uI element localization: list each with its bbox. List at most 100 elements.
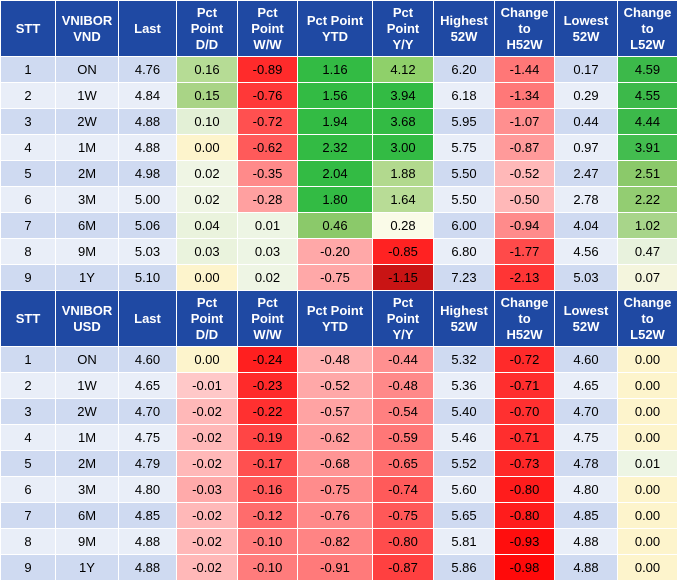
cell-change-l52w: 0.07 bbox=[617, 264, 678, 291]
cell-change-l52w: 4.44 bbox=[617, 108, 678, 135]
cell-tenor: 1Y bbox=[55, 554, 119, 581]
cell-pct-ytd: -0.57 bbox=[297, 398, 373, 425]
cell-pct-ww: -0.35 bbox=[237, 160, 298, 187]
cell-stt: 3 bbox=[0, 398, 56, 425]
header-change-l52w: Change to L52W bbox=[617, 0, 678, 57]
cell-stt: 8 bbox=[0, 238, 56, 265]
cell-pct-ww: -0.28 bbox=[237, 186, 298, 213]
cell-tenor: 3M bbox=[55, 476, 119, 503]
header-change-h52w: Change to H52W bbox=[494, 290, 555, 347]
cell-tenor: 6M bbox=[55, 212, 119, 239]
cell-pct-ww: -0.22 bbox=[237, 398, 298, 425]
cell-lowest-52w: 4.80 bbox=[554, 476, 618, 503]
cell-highest-52w: 6.18 bbox=[433, 82, 495, 109]
cell-change-l52w: 0.00 bbox=[617, 346, 678, 373]
table-row: 3 2W 4.88 0.10 -0.72 1.94 3.68 5.95 -1.07 0.44 4.4… bbox=[0, 108, 678, 135]
cell-tenor: 1M bbox=[55, 424, 119, 451]
cell-change-h52w: -0.80 bbox=[494, 502, 555, 529]
cell-pct-dd: -0.02 bbox=[176, 450, 238, 477]
table-row: 8 9M 5.03 0.03 0.03 -0.20 -0.85 6.80 -1.77 4.56 0.… bbox=[0, 238, 678, 265]
cell-pct-dd: -0.02 bbox=[176, 398, 238, 425]
header-stt: STT bbox=[0, 290, 56, 347]
vnd-header: STT VNIBOR VND Last Pct Point D/D Pct Point W/W Pc… bbox=[0, 0, 678, 57]
cell-lowest-52w: 0.29 bbox=[554, 82, 618, 109]
cell-pct-dd: 0.00 bbox=[176, 346, 238, 373]
header-pct-ww: Pct Point W/W bbox=[237, 0, 298, 57]
cell-pct-yy: 0.28 bbox=[372, 212, 434, 239]
cell-highest-52w: 5.40 bbox=[433, 398, 495, 425]
cell-lowest-52w: 4.78 bbox=[554, 450, 618, 477]
cell-tenor: ON bbox=[55, 346, 119, 373]
cell-lowest-52w: 5.03 bbox=[554, 264, 618, 291]
cell-pct-yy: -0.54 bbox=[372, 398, 434, 425]
table-row: 3 2W 4.70 -0.02 -0.22 -0.57 -0.54 5.40 -0.70 4.70… bbox=[0, 398, 678, 425]
cell-last: 4.60 bbox=[118, 346, 177, 373]
cell-stt: 8 bbox=[0, 528, 56, 555]
cell-pct-ytd: -0.68 bbox=[297, 450, 373, 477]
cell-pct-ww: 0.03 bbox=[237, 238, 298, 265]
cell-lowest-52w: 0.17 bbox=[554, 56, 618, 83]
cell-highest-52w: 5.36 bbox=[433, 372, 495, 399]
header-tenor: VNIBOR USD bbox=[55, 290, 119, 347]
cell-tenor: 1W bbox=[55, 372, 119, 399]
cell-highest-52w: 5.65 bbox=[433, 502, 495, 529]
cell-change-h52w: -0.72 bbox=[494, 346, 555, 373]
cell-change-h52w: -0.50 bbox=[494, 186, 555, 213]
cell-last: 4.88 bbox=[118, 134, 177, 161]
cell-last: 4.88 bbox=[118, 554, 177, 581]
cell-change-h52w: -0.93 bbox=[494, 528, 555, 555]
cell-last: 4.70 bbox=[118, 398, 177, 425]
cell-stt: 9 bbox=[0, 554, 56, 581]
cell-pct-yy: 1.88 bbox=[372, 160, 434, 187]
header-pct-ytd: Pct Point YTD bbox=[297, 290, 373, 347]
cell-change-l52w: 0.00 bbox=[617, 398, 678, 425]
cell-pct-yy: -0.80 bbox=[372, 528, 434, 555]
cell-tenor: ON bbox=[55, 56, 119, 83]
cell-change-l52w: 4.55 bbox=[617, 82, 678, 109]
cell-stt: 7 bbox=[0, 212, 56, 239]
cell-lowest-52w: 4.88 bbox=[554, 528, 618, 555]
cell-pct-yy: -0.87 bbox=[372, 554, 434, 581]
cell-change-h52w: -0.71 bbox=[494, 372, 555, 399]
cell-pct-ytd: -0.91 bbox=[297, 554, 373, 581]
cell-pct-dd: 0.16 bbox=[176, 56, 238, 83]
cell-tenor: 3M bbox=[55, 186, 119, 213]
cell-change-h52w: -2.13 bbox=[494, 264, 555, 291]
cell-pct-ww: -0.62 bbox=[237, 134, 298, 161]
table-row: 7 6M 4.85 -0.02 -0.12 -0.76 -0.75 5.65 -0.80 4.85… bbox=[0, 502, 678, 529]
cell-change-h52w: -1.07 bbox=[494, 108, 555, 135]
cell-change-l52w: 4.59 bbox=[617, 56, 678, 83]
header-stt: STT bbox=[0, 0, 56, 57]
cell-pct-ytd: 0.46 bbox=[297, 212, 373, 239]
cell-pct-ytd: -0.75 bbox=[297, 264, 373, 291]
header-tenor: VNIBOR VND bbox=[55, 0, 119, 57]
cell-highest-52w: 5.46 bbox=[433, 424, 495, 451]
table-row: 1 ON 4.60 0.00 -0.24 -0.48 -0.44 5.32 -0.72 4.60 0… bbox=[0, 346, 678, 373]
cell-pct-ytd: 1.94 bbox=[297, 108, 373, 135]
header-pct-yy: Pct Point Y/Y bbox=[372, 290, 434, 347]
cell-pct-ww: 0.01 bbox=[237, 212, 298, 239]
cell-change-h52w: -0.80 bbox=[494, 476, 555, 503]
cell-tenor: 2M bbox=[55, 450, 119, 477]
cell-tenor: 1Y bbox=[55, 264, 119, 291]
header-change-l52w: Change to L52W bbox=[617, 290, 678, 347]
cell-change-l52w: 1.02 bbox=[617, 212, 678, 239]
cell-last: 4.84 bbox=[118, 82, 177, 109]
cell-last: 5.03 bbox=[118, 238, 177, 265]
cell-lowest-52w: 0.44 bbox=[554, 108, 618, 135]
cell-pct-yy: 3.00 bbox=[372, 134, 434, 161]
cell-pct-ytd: -0.20 bbox=[297, 238, 373, 265]
cell-pct-dd: 0.03 bbox=[176, 238, 238, 265]
cell-pct-yy: -1.15 bbox=[372, 264, 434, 291]
cell-highest-52w: 5.86 bbox=[433, 554, 495, 581]
cell-last: 5.10 bbox=[118, 264, 177, 291]
cell-lowest-52w: 0.97 bbox=[554, 134, 618, 161]
cell-lowest-52w: 4.70 bbox=[554, 398, 618, 425]
cell-lowest-52w: 4.75 bbox=[554, 424, 618, 451]
cell-pct-ytd: -0.75 bbox=[297, 476, 373, 503]
cell-pct-ytd: -0.52 bbox=[297, 372, 373, 399]
cell-lowest-52w: 4.04 bbox=[554, 212, 618, 239]
cell-pct-ytd: 1.56 bbox=[297, 82, 373, 109]
header-pct-yy: Pct Point Y/Y bbox=[372, 0, 434, 57]
cell-change-l52w: 0.01 bbox=[617, 450, 678, 477]
